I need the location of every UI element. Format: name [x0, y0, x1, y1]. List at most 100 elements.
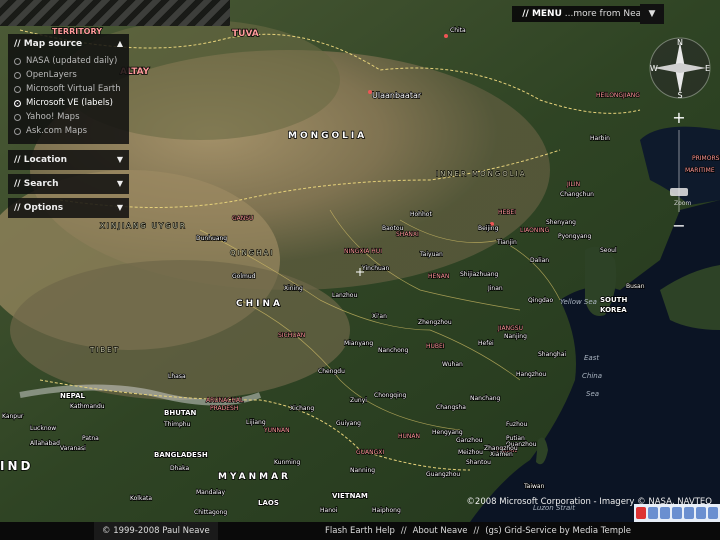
- svg-text:Guangzhou: Guangzhou: [426, 471, 460, 478]
- map-label-laos: LAOS: [258, 499, 279, 507]
- svg-text:Busan: Busan: [626, 283, 645, 290]
- svg-text:Ulaanbaatar: Ulaanbaatar: [372, 91, 422, 100]
- svg-text:Mandalay: Mandalay: [196, 489, 225, 496]
- ime-s-icon[interactable]: [636, 507, 646, 519]
- location-panel[interactable]: // Location ▼: [8, 150, 129, 170]
- svg-text:Shantou: Shantou: [466, 459, 491, 466]
- options-header[interactable]: // Options ▼: [8, 198, 129, 218]
- svg-text:Meizhou: Meizhou: [458, 449, 483, 456]
- map-label-mongolia: MONGOLIA: [288, 131, 367, 141]
- footer-link[interactable]: (gs) Grid-Service by Media Temple: [485, 526, 631, 536]
- footer-link[interactable]: Flash Earth Help: [324, 526, 395, 536]
- map-label-guangxi: GUANGXI: [356, 449, 384, 456]
- svg-text:Kanpur: Kanpur: [2, 413, 24, 420]
- zoom-in-button[interactable]: +: [672, 108, 686, 127]
- zoom-slider-handle[interactable]: [670, 187, 688, 196]
- svg-text:Varanasi: Varanasi: [60, 445, 86, 452]
- map-label-shanxi: SHANXI: [396, 231, 419, 238]
- svg-text:Thimphu: Thimphu: [163, 421, 191, 428]
- footer-links: Flash Earth Help // About Neave // (gs) Grid…: [322, 522, 634, 540]
- options-panel[interactable]: // Options ▼: [8, 198, 129, 218]
- map-label-china: CHINA: [236, 299, 283, 309]
- map-label-south-korea-2: KOREA: [600, 306, 627, 314]
- map-source-option-label: Yahoo! Maps: [26, 112, 80, 122]
- footer-link[interactable]: About Neave: [412, 526, 468, 536]
- map-source-option[interactable]: Microsoft VE (labels): [8, 96, 129, 110]
- radio-unselected-icon[interactable]: [14, 113, 21, 121]
- user-icon[interactable]: [708, 507, 718, 519]
- svg-text:Chengdu: Chengdu: [318, 368, 345, 375]
- map-source-option[interactable]: Microsoft Virtual Earth: [8, 82, 129, 96]
- map-source-header[interactable]: // Map source ▲: [8, 34, 129, 54]
- radio-unselected-icon[interactable]: [14, 85, 21, 93]
- map-source-option[interactable]: Yahoo! Maps: [8, 110, 129, 124]
- svg-text:Kolkata: Kolkata: [130, 495, 152, 502]
- tools-icon[interactable]: [696, 507, 706, 519]
- compass-icon[interactable]: N S E W: [648, 36, 712, 100]
- footer-copyright[interactable]: © 1999-2008 Paul Neave: [94, 522, 218, 540]
- menu-label[interactable]: // MENU: [522, 9, 562, 19]
- svg-text:Shanghai: Shanghai: [538, 351, 566, 358]
- map-source-option[interactable]: Ask.com Maps: [8, 124, 129, 138]
- map-label-henan: HENAN: [428, 273, 449, 280]
- map-label-tibet: TIBET: [89, 346, 120, 354]
- svg-text:Nanning: Nanning: [350, 467, 375, 474]
- search-header[interactable]: // Search ▼: [8, 174, 129, 194]
- map-label-pradesh: PRADESH: [210, 405, 238, 412]
- svg-text:Hefei: Hefei: [478, 340, 494, 347]
- map-label-liaoning: LIAONING: [520, 227, 550, 234]
- svg-text:Zunyi: Zunyi: [350, 397, 367, 404]
- moon-icon[interactable]: [660, 507, 670, 519]
- svg-text:Hengyang: Hengyang: [432, 429, 463, 436]
- radio-unselected-icon[interactable]: [14, 127, 21, 135]
- svg-text:Mianyang: Mianyang: [344, 340, 373, 347]
- svg-text:Zhangzhou: Zhangzhou: [484, 445, 518, 452]
- map-source-option[interactable]: OpenLayers: [8, 68, 129, 82]
- svg-text:Guiyang: Guiyang: [336, 420, 361, 427]
- compass-n: N: [677, 38, 683, 47]
- zoom-slider-track[interactable]: [678, 130, 680, 212]
- location-header[interactable]: // Location ▼: [8, 150, 129, 170]
- radio-selected-icon[interactable]: [14, 99, 21, 107]
- map-label-primorsky: PRIMORSKY: [692, 155, 720, 162]
- svg-text:Xiamen: Xiamen: [490, 451, 513, 458]
- map-label-vietnam: VIETNAM: [332, 492, 368, 500]
- footer-bar: © 1999-2008 Paul Neave Flash Earth Help /…: [0, 522, 720, 540]
- keyboard-icon[interactable]: [684, 507, 694, 519]
- map-label-taiwan: Taiwan: [523, 483, 545, 490]
- svg-text:Yinchuan: Yinchuan: [361, 265, 390, 272]
- map-label-jilin: JILIN: [566, 181, 580, 188]
- zoom-out-button[interactable]: −: [672, 216, 686, 235]
- svg-text:Pyongyang: Pyongyang: [558, 233, 591, 240]
- menu-toggle-button[interactable]: ▼: [640, 4, 664, 24]
- map-label-jiangsu: JIANGSU: [497, 325, 523, 332]
- svg-text:Hangzhou: Hangzhou: [516, 371, 546, 378]
- search-title: // Search: [14, 179, 59, 189]
- sea-label-sea: Sea: [586, 390, 599, 398]
- expand-arrow-icon[interactable]: ▼: [116, 203, 123, 212]
- svg-text:Nanchong: Nanchong: [378, 347, 409, 354]
- collapse-arrow-icon[interactable]: ▲: [116, 39, 123, 48]
- svg-text:Seoul: Seoul: [600, 247, 617, 254]
- dot-icon[interactable]: [672, 507, 682, 519]
- radio-unselected-icon[interactable]: [14, 57, 21, 65]
- ime-zh-icon[interactable]: [648, 507, 658, 519]
- radio-unselected-icon[interactable]: [14, 71, 21, 79]
- expand-arrow-icon[interactable]: ▼: [116, 155, 123, 164]
- map-source-option[interactable]: NASA (updated daily): [8, 54, 129, 68]
- svg-text:Lhasa: Lhasa: [168, 373, 186, 380]
- search-panel[interactable]: // Search ▼: [8, 174, 129, 194]
- more-from-neave-link[interactable]: ...more from Neave: [564, 9, 652, 19]
- options-title: // Options: [14, 203, 64, 213]
- svg-text:Kathmandu: Kathmandu: [70, 403, 105, 410]
- svg-text:Shijiazhuang: Shijiazhuang: [460, 271, 499, 278]
- sea-label-yellow-sea: Yellow Sea: [560, 298, 597, 306]
- map-label-qinghai: QINGHAI: [230, 249, 274, 257]
- expand-arrow-icon[interactable]: ▼: [116, 179, 123, 188]
- imagery-copyright: ©2008 Microsoft Corporation - Imagery © …: [466, 497, 712, 507]
- svg-text:Shenyang: Shenyang: [546, 219, 576, 226]
- svg-text:Lijiang: Lijiang: [246, 419, 266, 426]
- location-title: // Location: [14, 155, 68, 165]
- menu-bar[interactable]: // MENU ...more from Neave: [512, 6, 662, 22]
- svg-text:Allahabad: Allahabad: [30, 440, 60, 447]
